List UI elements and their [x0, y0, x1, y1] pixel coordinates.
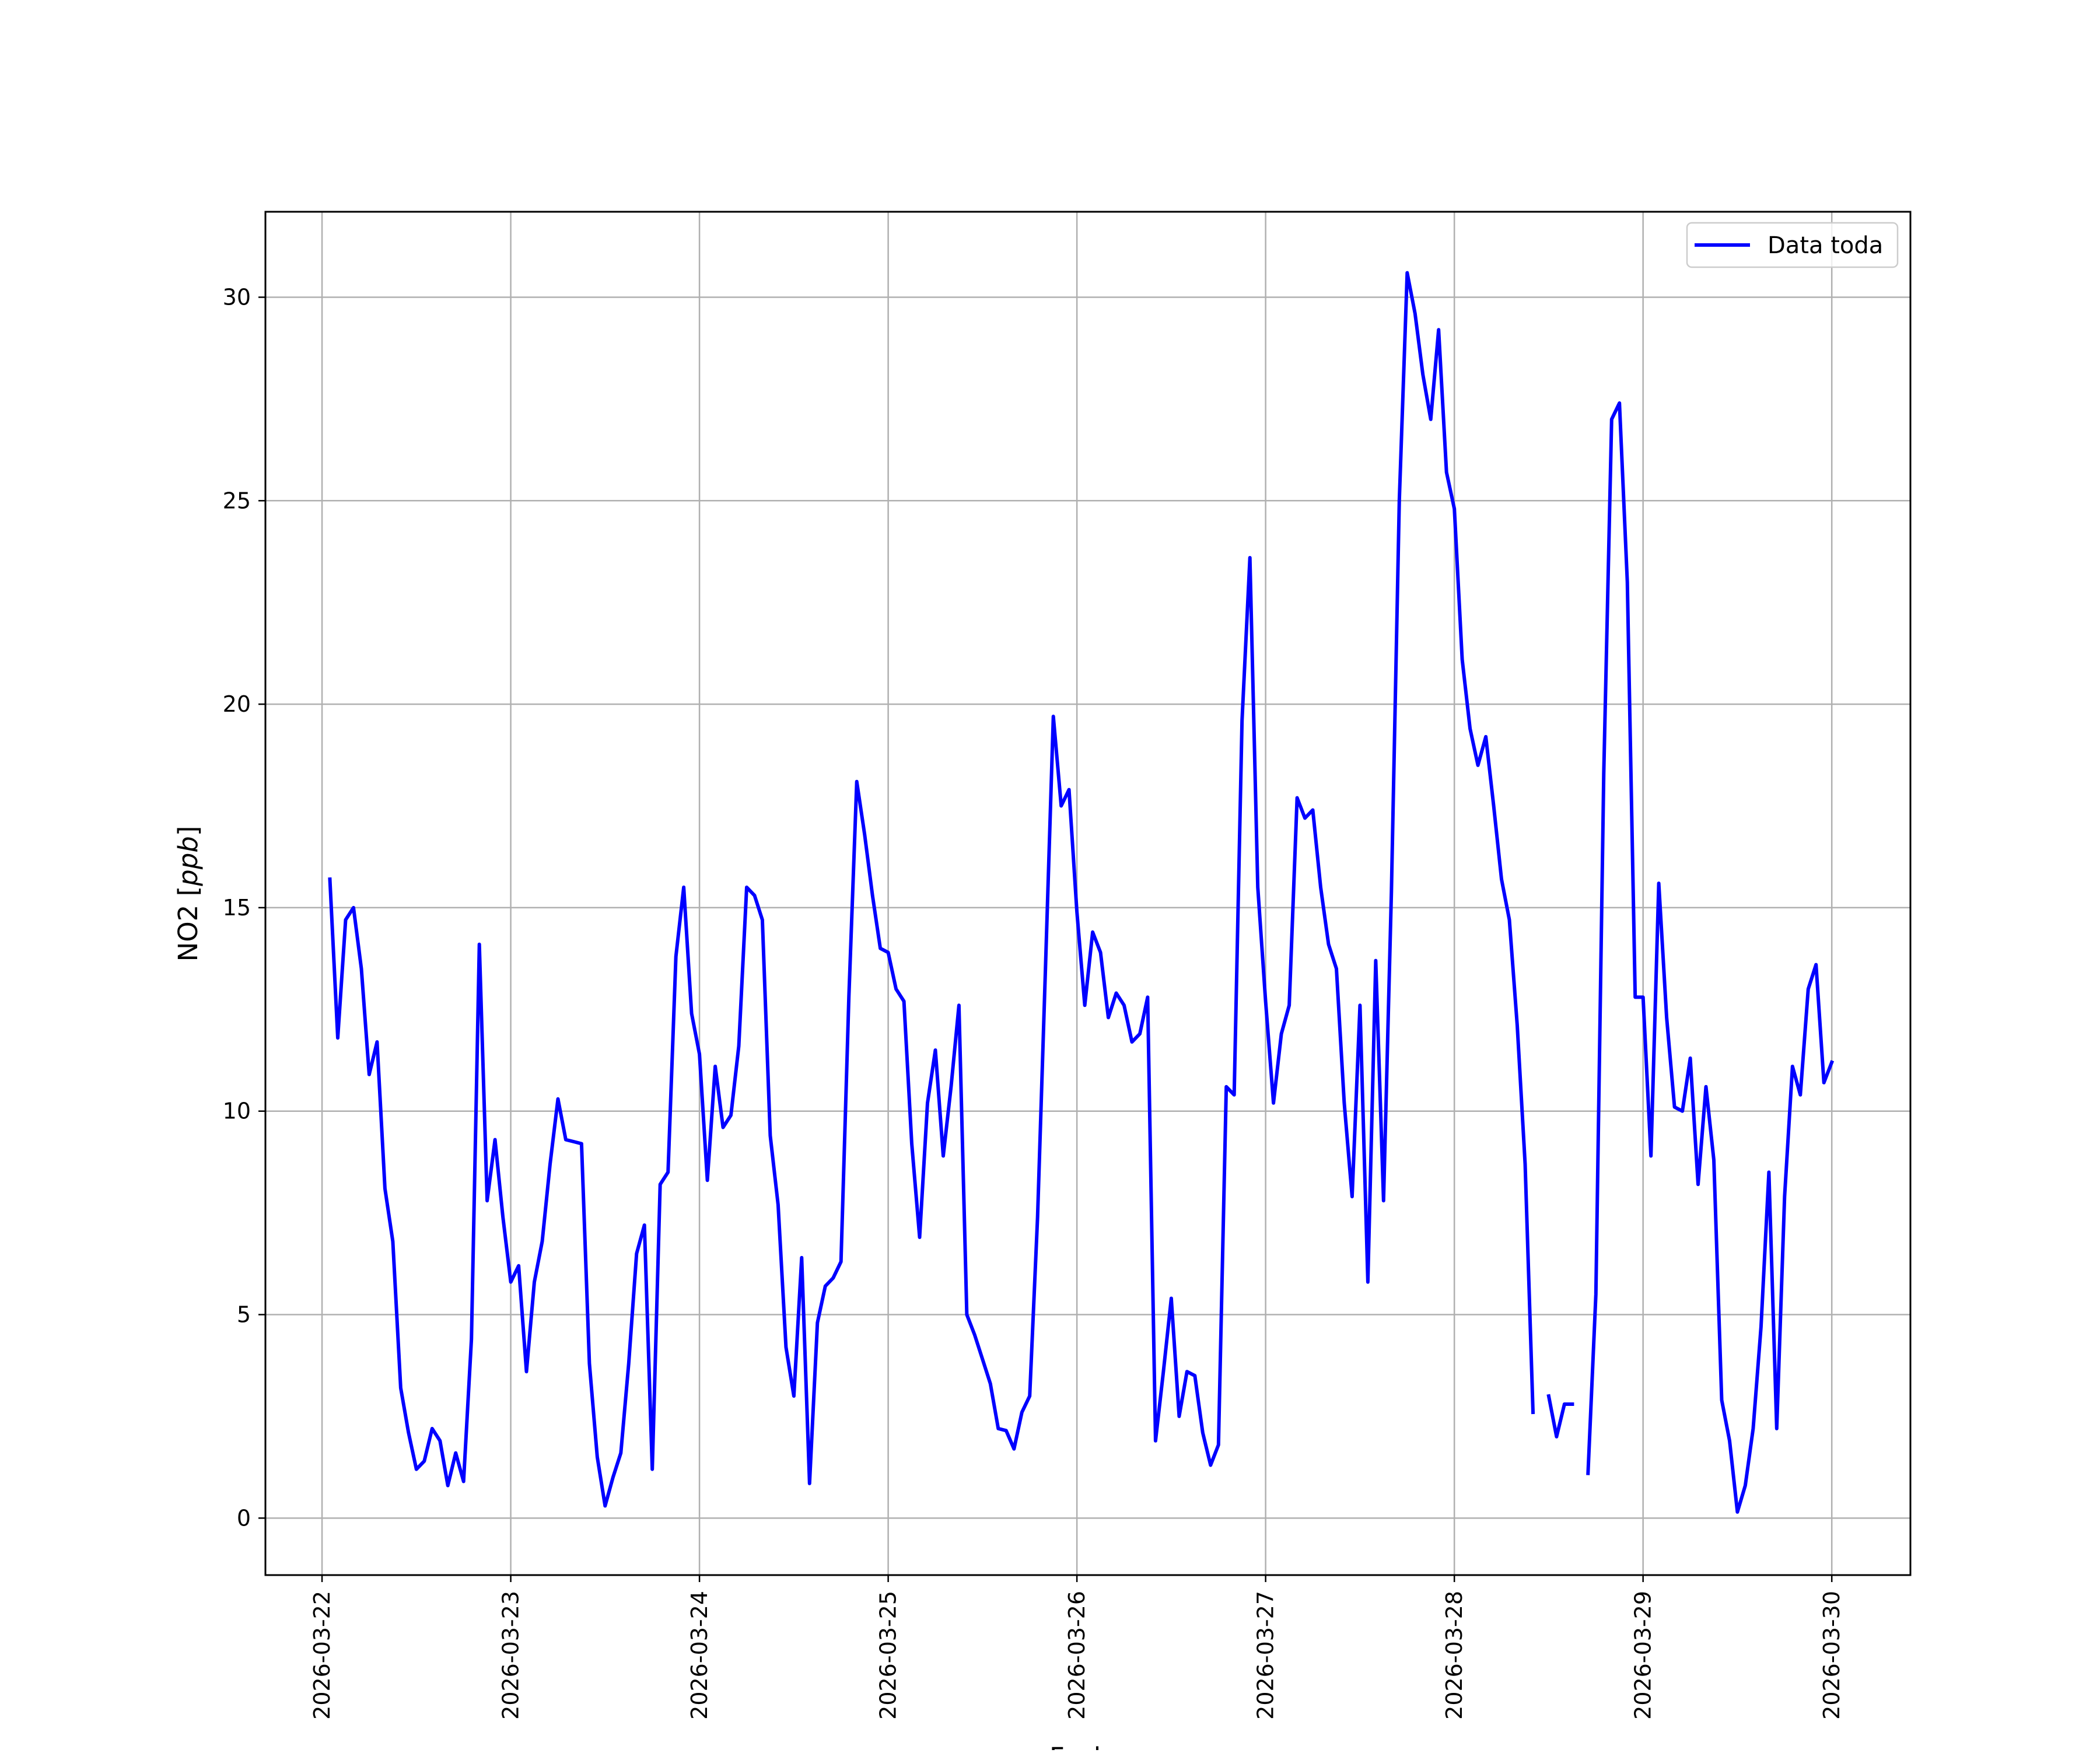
x-tick-label: 2026-03-24: [687, 1591, 712, 1720]
legend: Data toda: [1686, 222, 1899, 268]
y-tick-label: 10: [223, 1098, 251, 1124]
plot-data: [328, 271, 1835, 1514]
series-line-segment: [1546, 1394, 1574, 1439]
y-axis-label-suffix: ]: [173, 826, 204, 837]
x-tick-label: 2026-03-30: [1819, 1591, 1845, 1720]
series-line-segment: [328, 271, 1535, 1508]
y-axis-label-prefix: NO2 [: [173, 886, 204, 962]
x-tick-label: 2026-03-22: [309, 1591, 335, 1720]
axis-ticks: 2026-03-22 2026-03-23 2026-03-24 2026-03-25…: [223, 284, 1845, 1719]
y-tick-label: 20: [223, 691, 251, 717]
x-tick-label: 2026-03-27: [1253, 1591, 1279, 1720]
series-line-segment: [1586, 401, 1835, 1514]
legend-box: [1686, 222, 1899, 268]
x-tick-label: 2026-03-26: [1064, 1591, 1090, 1720]
y-tick-label: 5: [237, 1302, 251, 1328]
plot-frame: [264, 211, 1912, 1576]
legend-label: Data toda: [1768, 232, 1883, 259]
x-tick-label: 2026-03-28: [1441, 1591, 1467, 1720]
y-axis-label: NO2 [ppb]: [173, 826, 204, 962]
y-tick-label: 0: [237, 1505, 251, 1531]
y-tick-label: 25: [223, 488, 251, 513]
y-tick-label: 30: [223, 284, 251, 310]
x-tick-label: 2026-03-29: [1630, 1591, 1656, 1720]
x-tick-label: 2026-03-25: [876, 1591, 901, 1720]
grid: [265, 212, 1910, 1575]
y-tick-label: 15: [223, 895, 251, 921]
y-axis-label-unit: ppb: [173, 836, 204, 887]
x-axis-label: Fecha: [1049, 1742, 1126, 1750]
x-tick-label: 2026-03-23: [498, 1591, 524, 1720]
